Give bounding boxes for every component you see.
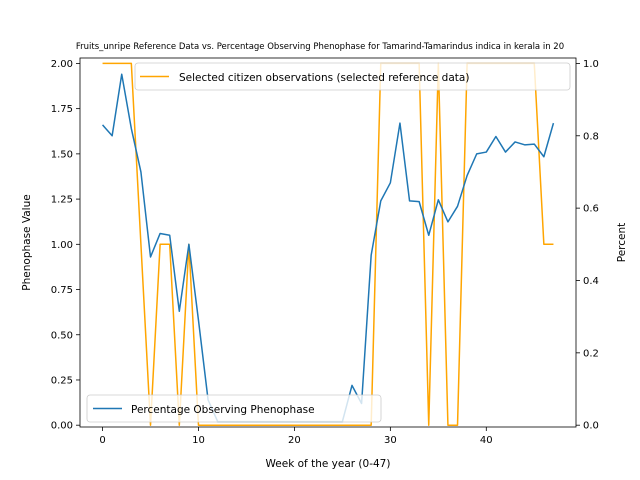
y-left-tick-label: 1.50 <box>51 149 73 160</box>
legend-bottom-left-box <box>86 394 382 423</box>
y-axis-left: 0.00 0.25 0.50 0.75 1.00 1.25 1.50 1.75 2.00 <box>51 59 80 432</box>
y-right-tick-label: 0.6 <box>583 204 599 215</box>
y-right-tick-label: 1.0 <box>583 59 599 70</box>
y-left-tick-label: 1.75 <box>51 104 73 115</box>
y-left-tick-label: 0.00 <box>51 421 73 432</box>
x-tick-label: 20 <box>288 435 301 446</box>
y-left-tick-label: 1.25 <box>51 195 73 206</box>
y-left-tick-label: 1.00 <box>51 240 73 251</box>
x-tick-label: 30 <box>384 435 397 446</box>
y-left-tick-label: 2.00 <box>51 59 73 70</box>
y-right-tick-label: 0.4 <box>583 276 599 287</box>
x-tick-label: 40 <box>480 435 493 446</box>
legend-bottom-left: Percentage Observing Phenophase <box>86 394 382 423</box>
chart-title: Fruits_unripe Reference Data vs. Percent… <box>76 42 564 52</box>
y-axis-right: 0.0 0.2 0.4 0.6 0.8 1.0 <box>576 59 599 432</box>
legend-top-right: Selected citizen observations (selected … <box>134 62 571 91</box>
y-left-tick-label: 0.50 <box>51 330 73 341</box>
legend-label-percentage-observing: Percentage Observing Phenophase <box>131 404 315 416</box>
x-axis: 0 10 20 30 40 <box>99 427 493 446</box>
y-right-tick-label: 0.8 <box>583 131 599 142</box>
x-axis-label: Week of the year (0-47) <box>266 458 391 470</box>
legend-label-citizen-observations: Selected citizen observations (selected … <box>179 72 469 84</box>
legend-top-right-box <box>134 62 571 91</box>
x-tick-label: 0 <box>99 435 105 446</box>
y-axis-left-label: Phenophase Value <box>21 194 33 290</box>
y-right-tick-label: 0.0 <box>583 421 599 432</box>
y-right-tick-label: 0.2 <box>583 348 599 359</box>
y-left-tick-label: 0.25 <box>51 375 73 386</box>
y-axis-right-label: Percent <box>616 223 628 263</box>
x-tick-label: 10 <box>192 435 205 446</box>
y-left-tick-label: 0.75 <box>51 285 73 296</box>
plot-frame <box>79 57 577 428</box>
